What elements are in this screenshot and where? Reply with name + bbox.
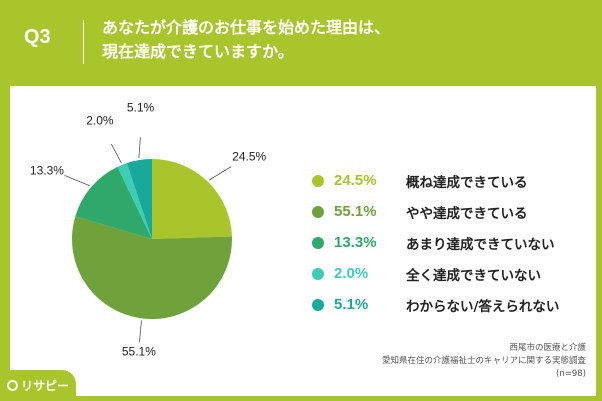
legend-swatch-somewhat-achieved xyxy=(312,205,324,218)
legend-item-not-very-achieved: 13.3% あまり達成できていない xyxy=(306,227,576,258)
pie-chart: 24.5% 55.1% 13.3% 2.0% 5.1% xyxy=(30,101,267,359)
legend-item-somewhat-achieved: 55.1% やや達成できている xyxy=(306,196,576,227)
source-line-2: 愛知県在住の介護福祉士のキャリアに関する実態調査 xyxy=(381,356,586,366)
legend: 24.5% 概ね達成できている 55.1% やや達成できている 13.3% あまり達成でき… xyxy=(306,165,576,320)
leader-line-unknown xyxy=(138,137,141,159)
data-label-not-at-all-achieved: 2.0% xyxy=(86,114,114,128)
legend-item-mostly-achieved: 24.5% 概ね達成できている xyxy=(306,165,576,196)
pie-slice-not-at-all-achieved xyxy=(117,163,152,239)
leader-line-not-very-achieved xyxy=(64,174,90,187)
legend-label-somewhat-achieved: やや達成できている xyxy=(406,205,528,222)
legend-label-mostly-achieved: 概ね達成できている xyxy=(406,174,528,191)
legend-value-not-at-all-achieved: 2.0% xyxy=(334,265,369,282)
legend-label-unknown: わからない/答えられない xyxy=(406,298,560,315)
pie-slice-mostly-achieved xyxy=(152,159,232,239)
brand-pin-icon xyxy=(6,380,18,391)
data-label-somewhat-achieved: 55.1% xyxy=(122,344,156,358)
leader-line-somewhat-achieved xyxy=(139,320,142,343)
question-title-line1: あなたが介護のお仕事を始めた理由は、 xyxy=(102,18,391,37)
legend-swatch-not-at-all-achieved xyxy=(312,267,324,280)
legend-value-somewhat-achieved: 55.1% xyxy=(334,203,377,220)
legend-item-unknown: 5.1% わからない/答えられない xyxy=(306,289,576,320)
legend-value-not-very-achieved: 13.3% xyxy=(334,234,377,251)
legend-swatch-unknown xyxy=(312,298,324,311)
legend-swatch-mostly-achieved xyxy=(312,174,324,187)
brand-name: リサピー xyxy=(20,379,69,393)
legend-value-unknown: 5.1% xyxy=(334,296,369,313)
data-label-mostly-achieved: 24.5% xyxy=(232,150,266,164)
source-line-1: 西尾市の医療と介護 xyxy=(509,343,586,353)
pie-slice-not-very-achieved xyxy=(75,166,152,239)
legend-label-not-very-achieved: あまり達成できていない xyxy=(406,236,555,253)
pie-slice-somewhat-achieved xyxy=(71,216,232,320)
header-divider xyxy=(83,20,84,64)
legend-value-mostly-achieved: 24.5% xyxy=(334,172,377,189)
question-title-line2: 現在達成できていますか。 xyxy=(102,42,294,61)
data-label-not-very-achieved: 13.3% xyxy=(30,164,64,178)
pie-slice-unknown xyxy=(126,159,152,239)
legend-swatch-not-very-achieved xyxy=(312,236,324,249)
question-title: あなたが介護のお仕事を始めた理由は、 現在達成できていますか。 xyxy=(102,16,582,64)
brand-logo: リサピー xyxy=(0,370,76,401)
leader-line-mostly-achieved xyxy=(208,166,232,181)
chart-panel: 24.5% 55.1% 13.3% 2.0% 5.1% 24.5% 概ね達成できている 55… xyxy=(10,86,596,396)
data-label-unknown: 5.1% xyxy=(127,101,155,115)
leader-line-not-at-all-achieved xyxy=(110,143,122,164)
legend-label-not-at-all-achieved: 全く達成できていない xyxy=(406,267,541,284)
legend-item-not-at-all-achieved: 2.0% 全く達成できていない xyxy=(306,258,576,289)
sample-size: (n=98) xyxy=(556,369,586,379)
question-number: Q3 xyxy=(24,26,51,48)
source-note: 西尾市の医療と介護 愛知県在住の介護福祉士のキャリアに関する実態調査 (n=98… xyxy=(382,342,586,381)
